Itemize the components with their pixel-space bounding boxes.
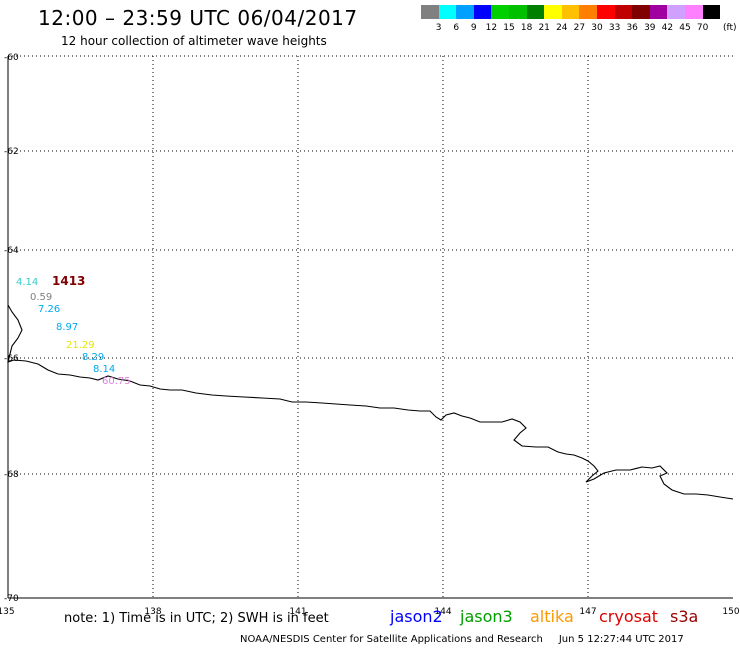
scale-label: 21 [538,23,550,33]
latitude-tick-label: -70 [4,594,19,604]
credit-text: NOAA/NESDIS Center for Satellite Applica… [240,634,543,645]
scale-swatch [649,5,668,19]
wave-height-label: 1413 [52,274,85,288]
scale-label: 18 [520,23,533,33]
scale-swatch [632,5,650,19]
scale-label: 36 [626,23,638,33]
scale-label: 15 [503,23,515,33]
latitude-tick-label: -62 [4,147,19,157]
scale-label: 70 [696,23,709,33]
scale-swatch [421,5,439,19]
scale-label: 42 [661,23,674,33]
scale-label: 39 [644,23,656,33]
generated-timestamp: Jun 5 12:27:44 UTC 2017 [558,634,684,645]
wave-height-label: 8.29 [82,352,104,363]
scale-label: 33 [608,23,621,33]
latitude-tick-label: -66 [4,354,19,364]
page-subtitle: 12 hour collection of altimeter wave hei… [61,34,327,48]
color-scale-labels: 3 6 9 12 15 18 21 24 27 30 33 36 39 42 45 70 [421,23,740,35]
coastline [7,304,734,500]
scale-label: 30 [591,23,603,33]
wave-height-label: 60.75 [102,376,131,387]
scale-swatch [526,5,545,19]
scale-label: 9 [470,23,477,33]
scale-swatch [702,5,721,19]
scale-swatch [579,5,597,19]
longitude-tick-label: 150 [722,607,739,617]
scale-label: 3 [435,23,442,33]
latitude-tick-label: -64 [4,246,19,256]
color-scale-swatches [421,5,721,19]
scale-swatch [614,5,633,19]
graticule [8,55,733,598]
credit-line: NOAA/NESDIS Center for Satellite Applica… [240,634,684,645]
scale-swatch [456,5,474,19]
satellite-legend-item: jason2 [390,607,443,626]
scale-label: 24 [556,23,568,33]
scale-swatch [438,5,457,19]
scale-label: 12 [485,23,498,33]
wave-height-label: 7.26 [38,304,60,315]
scale-swatch [561,5,580,19]
page-title: 12:00 – 23:59 UTC 06/04/2017 [38,6,358,30]
scale-swatch [473,5,492,19]
units-note: note: 1) Time is in UTC; 2) SWH is in fe… [64,611,329,626]
scale-swatch [667,5,685,19]
scale-swatch [491,5,509,19]
wave-height-label: 0.59 [30,292,52,303]
longitude-tick-label: 141 [289,607,306,617]
scale-label: 27 [573,23,586,33]
longitude-tick-label: 144 [434,607,451,617]
wave-height-label: 8.97 [56,322,78,333]
scale-swatch [684,5,703,19]
scale-swatch [596,5,615,19]
latitude-tick-label: -60 [4,53,19,63]
satellite-legend-item: jason3 [460,607,513,626]
wave-height-label: 8.14 [93,364,115,375]
satellite-legend-item: altika [530,607,574,626]
scale-swatch [508,5,527,19]
longitude-tick-label: 135 [0,607,15,617]
satellite-legend-item: s3a [670,607,699,626]
scale-label: 45 [679,23,691,33]
scale-label: 6 [453,23,460,33]
scale-unit: (ft) [723,23,737,33]
longitude-tick-label: 147 [579,607,596,617]
longitude-tick-label: 138 [144,607,161,617]
axis-labels: 135 138 141 144 147 150 -60 -62 -64 -66 -68 -70 [0,53,740,617]
wave-height-label: 21.29 [66,340,95,351]
latitude-tick-label: -68 [4,470,19,480]
scale-swatch [544,5,562,19]
satellite-legend-item: cryosat [599,607,659,626]
color-scale: 3 6 9 12 15 18 21 24 27 30 33 36 39 42 45 70 (ft) [421,5,737,33]
wave-height-label: 4.14 [16,277,38,288]
